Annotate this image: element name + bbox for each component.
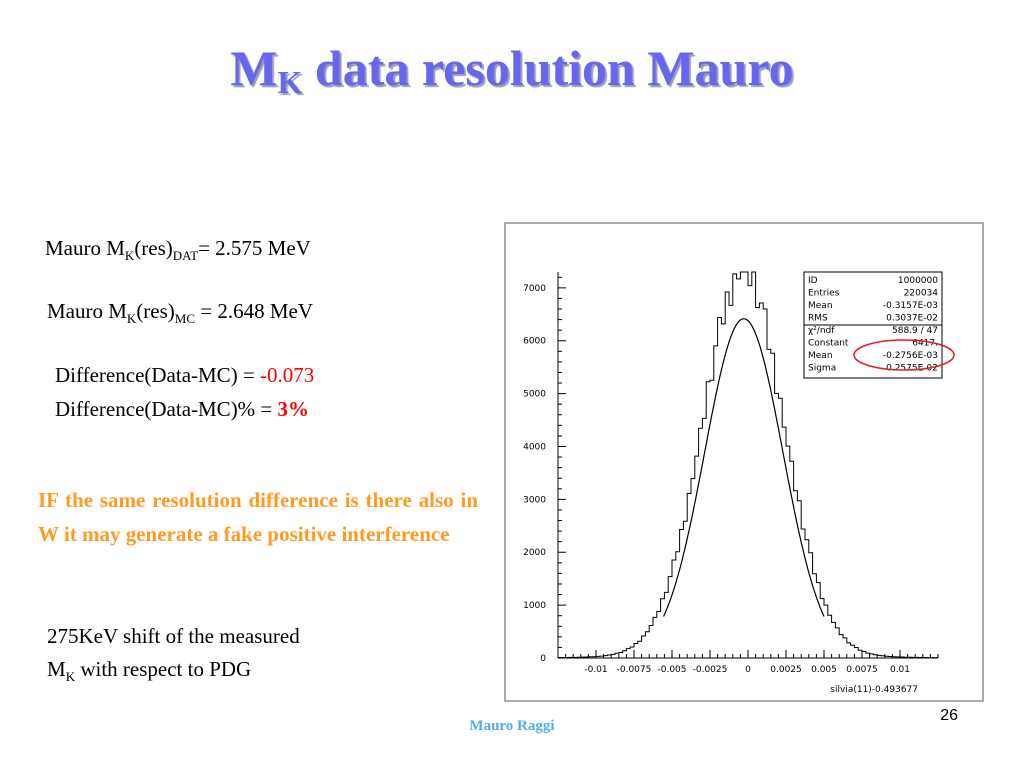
stats-value: 6417. [912,339,938,349]
gaussian-fit-curve [663,318,825,617]
res-dat-sub-dat: DAT [172,248,199,264]
shift-mk-pre: M [47,657,66,681]
x-tick-label: -0.01 [584,665,607,675]
stats-value: 1000000 [898,276,938,286]
y-tick-label: 7000 [523,284,546,294]
res-dat-mid: (res) [134,236,173,260]
res-mc-sub-k: K [126,311,137,327]
difference-abs-line: Difference(Data-MC) = -0.073 [55,363,314,388]
histogram-steps [557,271,939,659]
shift-note: 275KeV shift of the measured MK with resp… [47,620,422,693]
stats-value: 588.9 / 47 [892,326,938,336]
stats-label: Entries [808,289,840,299]
stats-value: 220034 [904,289,939,299]
res-mc-mid: (res) [136,299,175,323]
shift-post: with respect to PDG [75,657,252,681]
stats-label: RMS [808,314,828,324]
stats-value: -0.2756E-03 [883,351,938,361]
shift-line1: 275KeV shift of the measured [47,624,300,648]
stats-label: Constant [808,339,849,349]
histogram-panel: 0 1000 2000 3000 4000 5000 6000 7000 -0.01 -0.007… [504,222,984,702]
stats-label: ID [808,276,818,286]
res-dat-value: = 2.575 MeV [198,236,311,260]
title-m: M [230,40,278,96]
x-axis-label: silvia(11)-0.493677 [830,685,918,695]
diff-abs-value: -0.073 [260,363,315,387]
title-rest: data resolution Mauro [314,40,794,96]
stats-label: Mean [808,351,833,361]
stats-value: 0.3037E-02 [886,314,938,324]
x-tick-label: -0.005 [657,665,686,675]
stats-value: -0.3157E-03 [883,301,938,311]
resolution-mc-line: Mauro MK(res)MC = 2.648 MeV [47,299,313,327]
y-tick-label: 3000 [523,495,546,505]
shift-mk-sub: K [65,669,76,685]
res-dat-sub-k: K [124,248,135,264]
resolution-data-line: Mauro MK(res)DAT= 2.575 MeV [45,236,311,264]
diff-pct-label: Difference(Data-MC)% = [55,397,278,421]
diff-pct-value: 3% [277,397,310,421]
x-tick-label: 0.01 [890,665,910,675]
stats-value: 0.2575E-02 [886,364,938,374]
footer-author: Mauro Raggi [469,718,555,734]
res-dat-prefix: Mauro M [45,236,125,260]
x-tick-label: -0.0075 [617,665,652,675]
res-mc-sub-mc: MC [174,311,196,327]
stats-label: Sigma [808,364,836,374]
x-tick-label: -0.0025 [693,665,728,675]
x-tick-label: 0.0075 [846,665,878,675]
res-mc-prefix: Mauro M [47,299,127,323]
y-tick-label: 1000 [523,601,546,611]
stats-label: χ²/ndf [808,326,835,336]
x-tick-label: 0.0025 [770,665,802,675]
page-number: 26 [940,707,958,724]
stats-label: Mean [808,301,833,311]
y-tick-label: 5000 [523,390,546,400]
y-tick-label: 4000 [523,442,546,452]
diff-abs-label: Difference(Data-MC) = [55,363,261,387]
y-tick-label: 0 [540,654,546,664]
x-tick-label: 0 [745,665,751,675]
res-mc-value: = 2.648 MeV [200,299,314,323]
title-subscript: K [277,64,303,100]
highlight-ellipse [853,339,955,371]
histogram-chart: 0 1000 2000 3000 4000 5000 6000 7000 -0.01 -0.007… [523,271,955,695]
y-tick-label: 2000 [523,548,546,558]
slide-title: MK data resolution Mauro [0,38,1024,112]
x-tick-label: 0.005 [811,665,837,675]
difference-pct-line: Difference(Data-MC)% = 3% [55,397,309,422]
interference-warning: IF the same resolution difference is the… [38,488,478,546]
y-tick-label: 6000 [523,337,546,347]
